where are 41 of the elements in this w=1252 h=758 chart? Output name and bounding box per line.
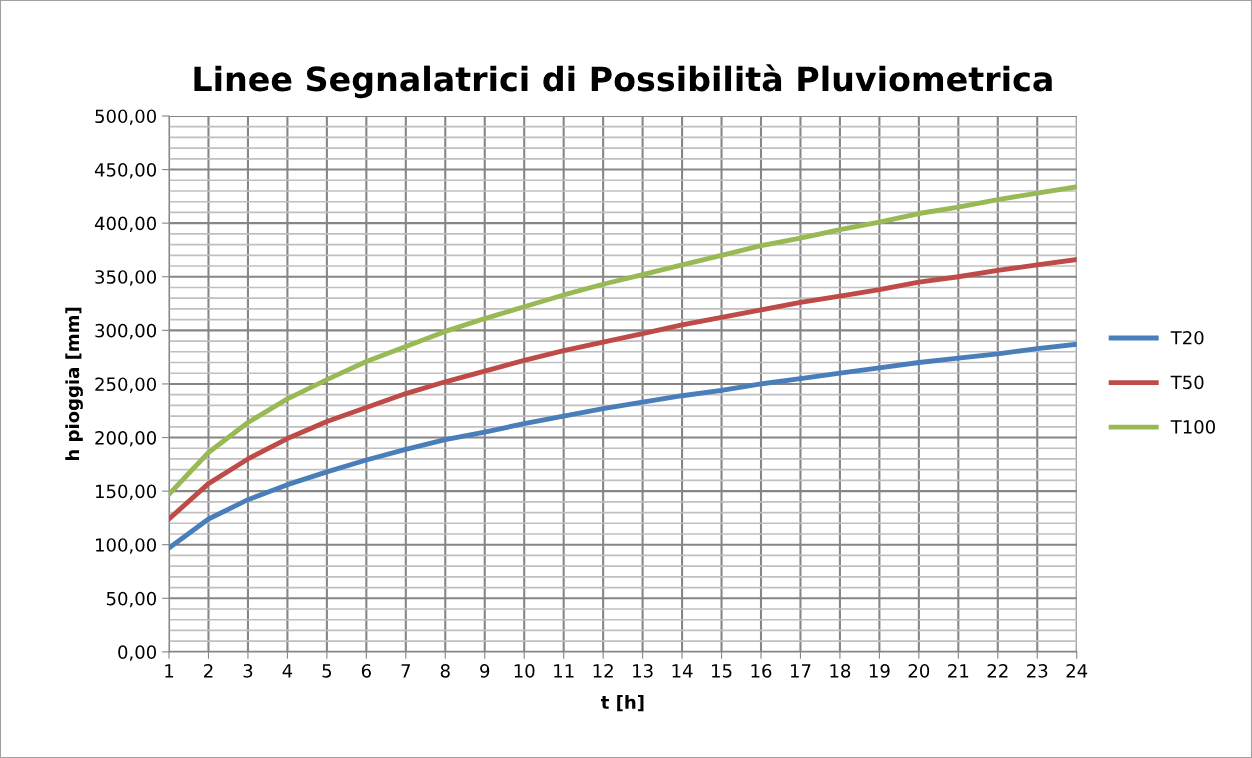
x-tick-label: 13 [633,664,653,678]
x-tick-label: 6 [361,664,371,678]
x-tick-label: 21 [948,664,969,678]
x-axis-title: t [h] [600,695,644,712]
y-tick-label: 400,00 [94,216,157,233]
y-tick-label: 0,00 [118,645,157,661]
x-tick-label: 4 [282,664,293,678]
x-tick-label: 15 [712,664,732,678]
y-tick-label: 350,00 [95,270,157,286]
chart-title: Linee Segnalatrici di Possibilità Pluviometrica [194,64,1052,99]
x-tick-label: 20 [908,664,930,678]
x-tick-label: 19 [869,664,890,678]
x-tick-label: 3 [243,664,253,678]
y-tick-label: 50,00 [106,591,157,608]
x-tick-label: 12 [593,664,613,678]
y-tick-label: 300,00 [95,323,157,340]
y-axis-title: h pioggia [mm] [65,307,83,461]
y-tick-label: 100,00 [96,538,157,554]
x-tick-label: 22 [987,664,1008,678]
x-tick-label: 11 [554,664,574,678]
x-tick-label: 23 [1027,664,1048,678]
x-tick-label: 8 [440,664,450,678]
y-tick-label: 250,00 [95,377,157,393]
x-tick-label: 9 [480,664,490,678]
legend-label: T100 [1170,420,1215,434]
y-tick-label: 200,00 [95,430,157,447]
x-tick-label: 17 [790,664,811,678]
y-tick-label: 500,00 [95,109,157,125]
x-tick-label: 24 [1066,664,1088,678]
legend-label: T50 [1170,375,1204,390]
x-tick-label: 16 [751,664,772,678]
y-tick-label: 150,00 [96,484,157,501]
legend-label: T20 [1170,330,1204,345]
x-tick-label: 2 [204,664,213,678]
x-tick-label: 18 [830,664,851,678]
x-tick-label: 5 [322,664,332,678]
x-tick-label: 7 [401,664,411,678]
x-tick-label: 14 [672,664,693,678]
y-tick-label: 450,00 [94,163,157,179]
x-tick-label: 10 [514,664,535,678]
x-tick-label: 1 [165,664,174,678]
